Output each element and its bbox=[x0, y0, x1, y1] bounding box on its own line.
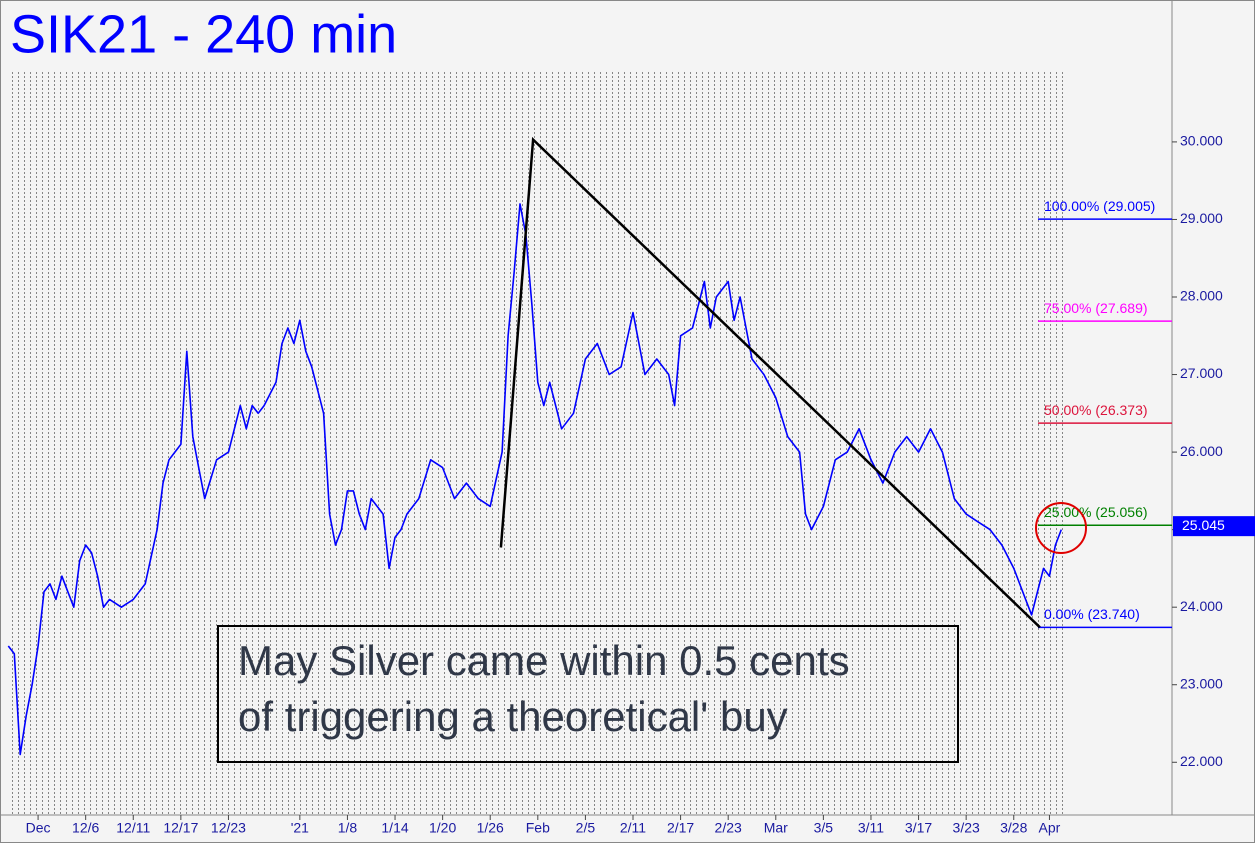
x-tick-label: 3/28 bbox=[1000, 820, 1027, 836]
x-tick-label: 2/23 bbox=[715, 820, 742, 836]
annotation-text: of triggering a theoretical' buy bbox=[238, 693, 788, 740]
x-tick-label: 1/8 bbox=[338, 820, 358, 836]
price-tag bbox=[1173, 516, 1255, 537]
highlight-circle bbox=[1035, 502, 1087, 554]
y-tick-label: 23.000 bbox=[1180, 675, 1223, 691]
x-tick-label: 3/23 bbox=[953, 820, 980, 836]
fib-label: 25.00% (25.056) bbox=[1044, 504, 1148, 520]
x-tick-label: 1/14 bbox=[381, 820, 408, 836]
bar-grid bbox=[8, 70, 1064, 815]
x-tick-label: 12/17 bbox=[163, 820, 198, 836]
x-tick-label: Mar bbox=[764, 820, 788, 836]
fib-label: 100.00% (29.005) bbox=[1044, 198, 1155, 214]
x-tick-label: Feb bbox=[526, 820, 550, 836]
x-tick-label: 3/17 bbox=[905, 820, 932, 836]
y-axis-area bbox=[1172, 0, 1255, 843]
fib-label: 0.00% (23.740) bbox=[1044, 606, 1140, 622]
x-tick-label: 2/5 bbox=[576, 820, 596, 836]
fib-label: 50.00% (26.373) bbox=[1044, 402, 1148, 418]
x-tick-label: '21 bbox=[291, 820, 309, 836]
price-tag-label: 25.045 bbox=[1182, 517, 1225, 533]
y-tick-label: 30.000 bbox=[1180, 133, 1223, 149]
y-tick-label: 27.000 bbox=[1180, 365, 1223, 381]
y-tick-label: 26.000 bbox=[1180, 443, 1223, 459]
annotation-box bbox=[217, 625, 959, 763]
x-tick-label: 3/5 bbox=[814, 820, 834, 836]
y-tick-label: 28.000 bbox=[1180, 288, 1223, 304]
x-tick-label: 12/11 bbox=[116, 820, 150, 836]
x-tick-label: 1/20 bbox=[429, 820, 456, 836]
y-tick-label: 29.000 bbox=[1180, 210, 1223, 226]
x-tick-label: 2/17 bbox=[667, 820, 694, 836]
plot: 22.00023.00024.00025.00026.00027.00028.0… bbox=[7, 133, 1255, 836]
annotation-text: May Silver came within 0.5 cents bbox=[238, 637, 850, 684]
x-tick-label: 12/6 bbox=[72, 820, 99, 836]
y-tick-label: 22.000 bbox=[1180, 753, 1223, 769]
x-tick-label: 3/11 bbox=[858, 820, 884, 836]
y-tick-label: 24.000 bbox=[1180, 598, 1223, 614]
chart-title: SIK21 - 240 min bbox=[10, 4, 397, 64]
x-tick-label: 12/23 bbox=[211, 820, 246, 836]
price-line bbox=[7, 203, 1063, 756]
x-tick-label: 2/11 bbox=[620, 820, 646, 836]
pattern-line bbox=[499, 136, 1041, 629]
x-tick-label: 1/26 bbox=[477, 820, 504, 836]
x-tick-label: Apr bbox=[1039, 820, 1061, 836]
x-tick-label: Dec bbox=[26, 820, 51, 836]
fib-label: 75.00% (27.689) bbox=[1044, 300, 1148, 316]
